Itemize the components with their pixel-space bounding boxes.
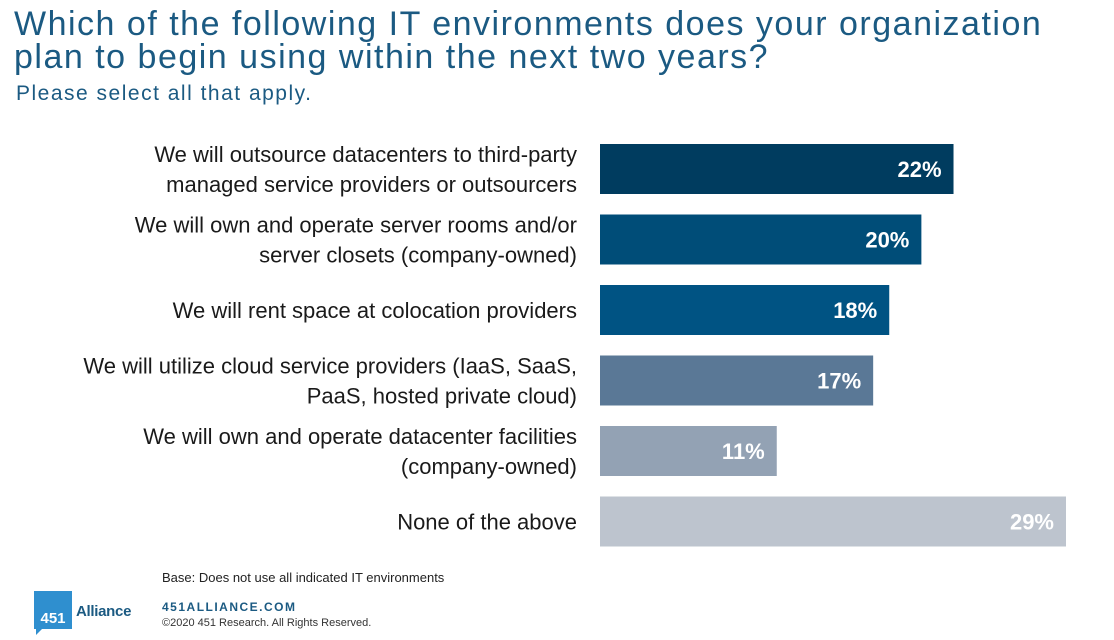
category-label-1: We will outsource datacenters to third-p… <box>154 142 577 197</box>
value-label-5: 11% <box>722 439 765 464</box>
chart-subtitle: Please select all that apply. <box>16 82 313 105</box>
category-label-2-line-1: We will own and operate server rooms and… <box>135 213 577 238</box>
value-label-1: 22% <box>897 157 941 182</box>
category-label-3-line-1: We will rent space at colocation provide… <box>173 298 577 323</box>
category-label-5-line-2: (company-owned) <box>401 454 577 479</box>
category-label-1-line-2: managed service providers or outsourcers <box>166 172 577 197</box>
bar-6 <box>600 496 1066 547</box>
site-link[interactable]: 451ALLIANCE.COM <box>162 600 297 614</box>
value-label-2: 20% <box>865 228 909 253</box>
logo-wordmark: Alliance <box>76 603 132 620</box>
category-label-5-line-1: We will own and operate datacenter facil… <box>143 424 577 449</box>
category-label-4: We will utilize cloud service providers … <box>83 354 577 409</box>
logo-number: 451 <box>40 610 66 627</box>
category-label-2-line-2: server closets (company-owned) <box>259 243 577 268</box>
category-label-6: None of the above <box>397 510 577 535</box>
value-label-4: 17% <box>817 369 861 394</box>
logo-mark: 451 <box>34 591 72 629</box>
bar-1 <box>600 144 954 194</box>
category-label-1-line-1: We will outsource datacenters to third-p… <box>154 142 577 167</box>
bar-5 <box>600 426 777 476</box>
category-label-2: We will own and operate server rooms and… <box>135 213 577 268</box>
title-line-1: Which of the following IT environments d… <box>14 5 1043 43</box>
bar-3 <box>600 285 890 335</box>
category-label-4-line-1: We will utilize cloud service providers … <box>83 354 577 379</box>
title-line-2: plan to begin using within the next two … <box>14 38 770 76</box>
bar-4 <box>600 355 874 406</box>
category-label-6-line-1: None of the above <box>397 510 577 535</box>
category-label-4-line-2: PaaS, hosted private cloud) <box>307 384 577 409</box>
value-label-6: 29% <box>1010 510 1054 535</box>
category-label-5: We will own and operate datacenter facil… <box>143 424 577 479</box>
logo-tail <box>36 627 44 635</box>
copyright-text: ©2020 451 Research. All Rights Reserved. <box>162 617 372 629</box>
base-note: Base: Does not use all indicated IT envi… <box>162 570 445 585</box>
bar-2 <box>600 214 922 265</box>
category-label-3: We will rent space at colocation provide… <box>173 298 577 323</box>
chart-title: Which of the following IT environments d… <box>14 5 1109 76</box>
value-label-3: 18% <box>833 298 877 323</box>
alliance-logo: 451 Alliance <box>34 591 150 636</box>
